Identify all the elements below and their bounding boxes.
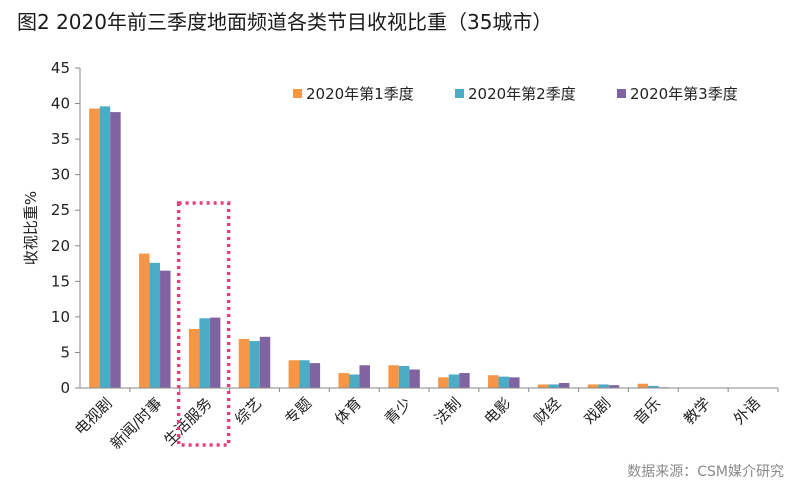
bar-生活服务-2020年第1季度 [188, 328, 200, 388]
legend-label: 2020年第1季度 [306, 85, 414, 103]
bars-group [89, 106, 670, 389]
y-axis: 0 5 10 15 20 25 30 35 40 45 收视比重% [22, 59, 81, 397]
y-tick-label: 10 [51, 308, 70, 326]
bar-法制-2020年第1季度 [438, 377, 449, 388]
y-tick-label: 15 [51, 272, 70, 290]
y-tick-label: 30 [51, 166, 70, 184]
x-category-label: 电影 [481, 394, 515, 428]
bar-体育-2020年第3季度 [359, 365, 370, 388]
legend-swatch [617, 89, 626, 98]
bar-财经-2020年第3季度 [558, 383, 570, 388]
legend: 2020年第1季度 2020年第2季度 2020年第3季度 [293, 85, 738, 103]
y-tick-label: 5 [60, 343, 70, 361]
y-axis-title: 收视比重% [22, 191, 40, 265]
y-tick-label: 20 [51, 237, 70, 255]
bar-综艺-2020年第3季度 [259, 336, 271, 388]
x-category-label: 外语 [730, 394, 764, 428]
chart-title: 图2 2020年前三季度地面频道各类节目收视比重（35城市） [17, 10, 553, 34]
bar-音乐-2020年第2季度 [648, 385, 659, 388]
legend-swatch [455, 89, 464, 98]
bar-戏剧-2020年第2季度 [598, 384, 609, 388]
x-category-label: 音乐 [630, 394, 664, 428]
x-category-label: 青少 [381, 394, 415, 428]
bar-生活服务-2020年第3季度 [209, 317, 221, 388]
source-note: 数据来源：CSM媒介研究 [627, 464, 784, 480]
legend-label: 2020年第2季度 [468, 85, 576, 103]
y-tick-label: 45 [51, 59, 70, 77]
legend-swatch [293, 89, 302, 98]
bar-专题-2020年第3季度 [309, 363, 321, 388]
bar-电视剧-2020年第2季度 [99, 106, 111, 389]
bar-专题-2020年第2季度 [299, 360, 310, 388]
x-category-label: 教学 [680, 394, 714, 428]
bar-青少-2020年第2季度 [398, 365, 410, 388]
x-category-label: 财经 [531, 394, 565, 428]
bar-体育-2020年第2季度 [348, 374, 360, 388]
bar-综艺-2020年第1季度 [238, 338, 250, 388]
bar-电影-2020年第3季度 [509, 377, 520, 388]
bar-电影-2020年第1季度 [488, 375, 499, 388]
bar-法制-2020年第2季度 [448, 374, 460, 388]
bar-戏剧-2020年第3季度 [608, 385, 620, 388]
x-category-label: 电视剧 [71, 394, 116, 439]
x-category-label: 综艺 [231, 394, 265, 428]
bar-体育-2020年第1季度 [338, 373, 349, 388]
bar-新闻/时事-2020年第1季度 [139, 253, 150, 388]
x-category-label: 法制 [431, 394, 465, 428]
legend-label: 2020年第3季度 [630, 85, 738, 103]
y-tick-label: 40 [51, 95, 70, 113]
x-category-label: 戏剧 [580, 394, 614, 428]
bar-戏剧-2020年第1季度 [587, 384, 599, 388]
x-category-label: 生活服务 [160, 394, 215, 449]
bar-音乐-2020年第1季度 [637, 383, 649, 388]
y-tick-label: 0 [60, 379, 70, 397]
bar-新闻/时事-2020年第3季度 [160, 270, 171, 388]
bar-专题-2020年第1季度 [288, 360, 300, 388]
bar-财经-2020年第2季度 [548, 384, 559, 388]
bar-综艺-2020年第2季度 [249, 341, 260, 388]
bar-生活服务-2020年第2季度 [199, 318, 210, 388]
x-category-label: 专题 [281, 394, 315, 428]
x-category-label: 体育 [331, 394, 365, 428]
bar-电视剧-2020年第1季度 [89, 108, 100, 389]
bar-法制-2020年第3季度 [459, 373, 470, 388]
y-tick-label: 35 [51, 130, 70, 148]
bar-青少-2020年第3季度 [409, 369, 420, 388]
bar-电视剧-2020年第3季度 [110, 112, 121, 388]
y-tick-label: 25 [51, 201, 70, 219]
bar-电影-2020年第2季度 [498, 376, 510, 388]
bar-青少-2020年第1季度 [388, 365, 399, 388]
x-category-label: 新闻/时事 [107, 394, 166, 453]
bar-新闻/时事-2020年第2季度 [149, 262, 161, 388]
bar-财经-2020年第1季度 [537, 384, 549, 388]
highlight-box [176, 201, 231, 447]
highlight-group [176, 201, 231, 447]
